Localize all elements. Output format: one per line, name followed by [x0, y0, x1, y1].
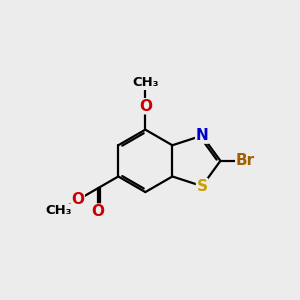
Text: O: O	[71, 192, 84, 207]
Text: O: O	[139, 99, 152, 114]
Text: O: O	[92, 204, 104, 219]
Text: S: S	[196, 178, 208, 194]
Text: CH₃: CH₃	[46, 204, 72, 217]
Text: N: N	[196, 128, 208, 143]
Text: CH₃: CH₃	[132, 76, 159, 89]
Text: Br: Br	[236, 153, 255, 168]
